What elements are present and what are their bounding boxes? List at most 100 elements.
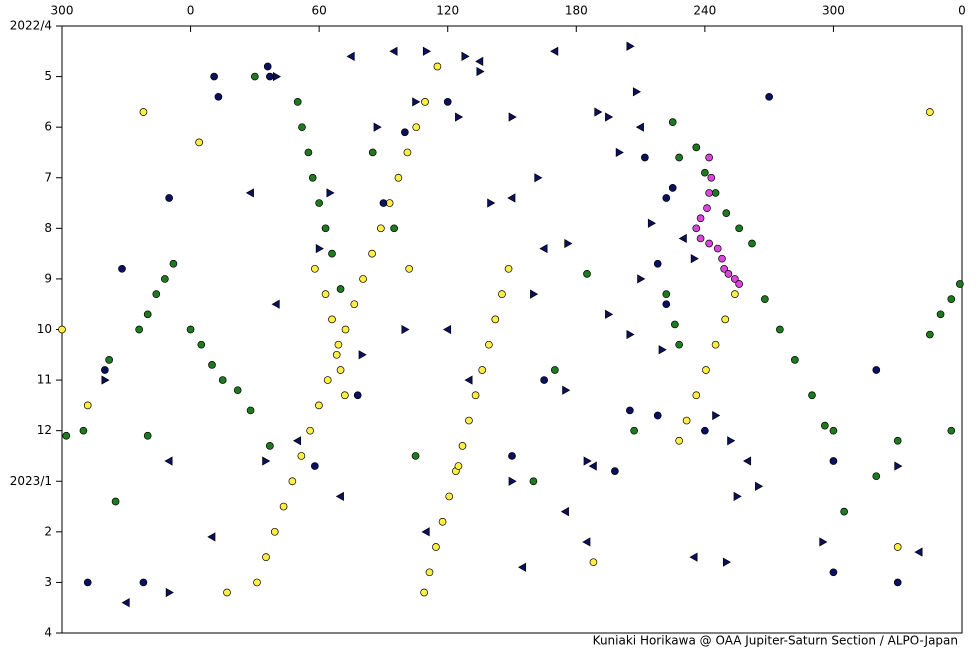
- marker-circle: [279, 502, 288, 511]
- marker-circle: [332, 350, 341, 359]
- marker-circle: [692, 224, 701, 233]
- marker-circle: [947, 426, 956, 435]
- marker-circle: [297, 452, 306, 460]
- marker-circle: [735, 280, 743, 288]
- marker-circle: [58, 325, 66, 334]
- marker-circle: [432, 543, 440, 551]
- marker-circle: [705, 239, 713, 248]
- marker-triangle: [819, 537, 828, 547]
- marker-circle: [118, 264, 126, 273]
- marker-circle: [186, 325, 195, 334]
- marker-circle: [702, 366, 710, 374]
- marker-circle: [840, 507, 848, 516]
- marker-triangle: [743, 456, 752, 466]
- marker-circle: [540, 376, 548, 384]
- marker-circle: [262, 553, 270, 561]
- marker-triangle: [588, 461, 597, 471]
- marker-circle: [420, 588, 428, 597]
- marker-circle: [246, 406, 255, 415]
- marker-circle: [936, 310, 945, 319]
- marker-circle: [735, 224, 743, 233]
- marker-circle: [671, 320, 679, 329]
- marker-circle: [83, 401, 92, 410]
- marker-triangle: [562, 385, 571, 395]
- marker-circle: [218, 376, 227, 384]
- marker-circle: [411, 452, 420, 460]
- marker-triangle: [443, 324, 452, 335]
- marker-circle: [724, 270, 733, 278]
- marker-circle: [696, 234, 705, 243]
- marker-circle: [872, 366, 881, 374]
- marker-triangle: [422, 46, 431, 56]
- marker-triangle: [272, 71, 281, 82]
- credit: Kuniaki Horikawa @ OAA Jupiter-Saturn Se…: [593, 634, 958, 648]
- marker-circle: [390, 224, 398, 233]
- marker-triangle: [564, 238, 573, 249]
- marker-circle: [529, 477, 538, 486]
- marker-circle: [311, 462, 319, 470]
- marker-circle: [947, 295, 956, 303]
- marker-circle: [508, 452, 516, 460]
- marker-circle: [641, 153, 649, 162]
- marker-circle: [956, 280, 964, 288]
- y-tick-label: 9: [44, 271, 52, 285]
- marker-circle: [288, 477, 297, 486]
- marker-circle: [341, 325, 350, 334]
- marker-circle: [405, 264, 413, 273]
- marker-circle: [195, 138, 203, 147]
- marker-circle: [485, 340, 493, 349]
- y-tick-label: 7: [44, 170, 52, 184]
- marker-circle: [315, 199, 323, 207]
- y-tick-label: 5: [44, 69, 52, 83]
- marker-circle: [668, 118, 677, 126]
- marker-circle: [713, 244, 722, 253]
- marker-circle: [253, 578, 261, 587]
- marker-triangle: [583, 456, 592, 466]
- marker-triangle: [389, 46, 398, 56]
- marker-circle: [653, 259, 662, 268]
- marker-triangle: [615, 147, 624, 158]
- marker-circle: [821, 421, 829, 430]
- y-tick-label: 11: [37, 373, 52, 387]
- marker-circle: [143, 431, 152, 440]
- marker-triangle: [530, 289, 539, 299]
- marker-triangle: [508, 112, 517, 122]
- marker-triangle: [637, 274, 646, 284]
- marker-circle: [662, 194, 671, 202]
- marker-triangle: [421, 527, 430, 537]
- marker-circle: [152, 290, 161, 298]
- marker-triangle: [727, 436, 736, 446]
- marker-triangle: [315, 243, 324, 254]
- marker-circle: [692, 391, 701, 400]
- marker-circle: [421, 98, 429, 106]
- marker-circle: [105, 356, 113, 364]
- marker-triangle: [658, 345, 667, 355]
- y-tick-label: 10: [37, 322, 52, 336]
- marker-circle: [465, 416, 473, 425]
- marker-circle: [551, 366, 559, 374]
- marker-triangle: [722, 557, 731, 567]
- marker-circle: [722, 209, 731, 218]
- marker-circle: [79, 426, 88, 435]
- marker-circle: [328, 249, 336, 258]
- marker-triangle: [626, 329, 635, 340]
- marker-circle: [668, 184, 677, 192]
- marker-triangle: [605, 309, 614, 319]
- marker-circle: [266, 441, 274, 450]
- marker-triangle: [101, 375, 110, 385]
- marker-circle: [893, 543, 902, 551]
- marker-circle: [368, 249, 376, 258]
- marker-circle: [270, 527, 279, 536]
- marker-circle: [675, 436, 683, 445]
- y-tick-label: 6: [44, 120, 52, 134]
- marker-circle: [893, 578, 902, 587]
- marker-circle: [454, 462, 463, 470]
- marker-circle: [776, 325, 784, 334]
- marker-circle: [765, 92, 773, 101]
- marker-circle: [353, 391, 362, 400]
- marker-circle: [589, 558, 598, 567]
- marker-circle: [675, 340, 683, 349]
- x-tick-label: 60: [312, 4, 327, 18]
- marker-circle: [169, 259, 178, 268]
- marker-circle: [350, 300, 359, 309]
